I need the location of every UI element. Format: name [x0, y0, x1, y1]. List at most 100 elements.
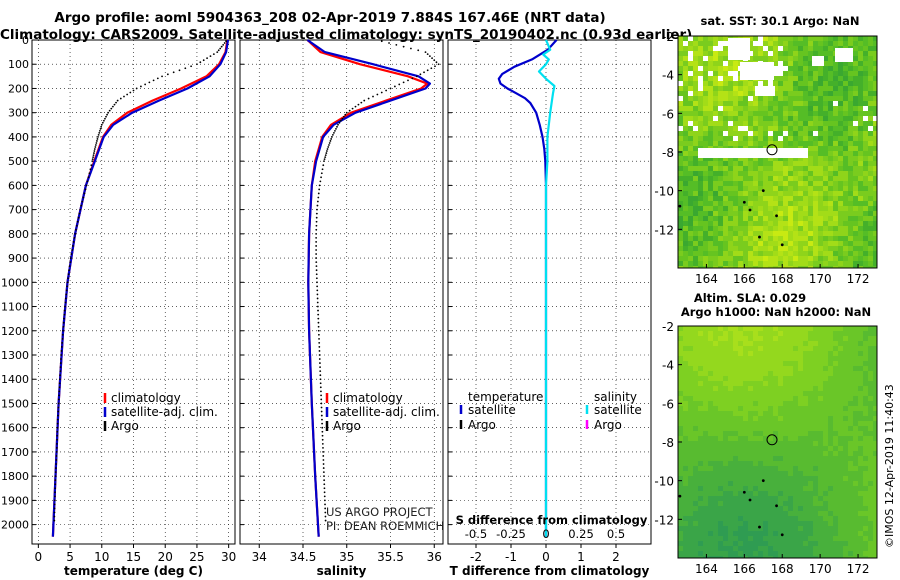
- sla_map-cell: [708, 431, 713, 436]
- sla_map-cell: [813, 471, 818, 476]
- sla_map-cell: [793, 461, 798, 466]
- sla_map-cell: [758, 451, 763, 456]
- sla_map-cell: [838, 516, 843, 521]
- sst_map-cell: [823, 136, 828, 141]
- sst_map-cell: [783, 171, 788, 176]
- sst_map-cell: [783, 241, 788, 246]
- sst_map-cell: [838, 161, 843, 166]
- sla_map-cell: [688, 361, 693, 366]
- temperature-argo-point: [70, 253, 73, 255]
- sla_map-cell: [763, 426, 768, 431]
- sst_map-cell: [753, 156, 758, 161]
- sla_map-cell: [823, 426, 828, 431]
- sst_map-cell: [848, 196, 853, 201]
- sla_map-cell: [748, 386, 753, 391]
- sla_map-cell: [793, 361, 798, 366]
- sst_map-cell: [863, 231, 868, 236]
- sla_map-cell: [758, 426, 763, 431]
- sst_map-cell: [843, 171, 848, 176]
- sst_map-cell: [808, 216, 813, 221]
- sst_map-cell: [863, 241, 868, 246]
- sla_map-cell: [693, 416, 698, 421]
- sst_map-cell: [693, 256, 698, 261]
- sla_map-cell: [868, 486, 873, 491]
- sst_map-cell: [838, 216, 843, 221]
- sla_map-cell: [793, 341, 798, 346]
- temperature-argo-point: [98, 129, 101, 132]
- sla_map-cell: [768, 366, 773, 371]
- sst_map-cell: [833, 216, 838, 221]
- sla_map-cell: [718, 361, 723, 366]
- sst_map-cell: [763, 231, 768, 236]
- sla_map-cell: [808, 456, 813, 461]
- sla_map-cell: [853, 461, 858, 466]
- sla_map-cell: [688, 456, 693, 461]
- temperature-argo-point: [88, 172, 91, 175]
- sst_map-cell: [853, 81, 858, 86]
- sla_map-cell: [718, 326, 723, 331]
- sst_map-cell: [723, 91, 728, 96]
- sst_map-cell: [758, 101, 763, 106]
- sla_map-cell: [703, 426, 708, 431]
- sla_map-cell: [773, 336, 778, 341]
- sst_map-cell: [853, 76, 858, 81]
- sst_map-cell: [818, 226, 823, 231]
- sla_map-cell: [733, 461, 738, 466]
- depth-tick-label: 1500: [1, 397, 29, 410]
- sst_map-cell: [773, 256, 778, 261]
- sst_map-cell: [738, 141, 743, 146]
- sla_map-cell: [763, 391, 768, 396]
- sst_map-cell: [728, 211, 733, 216]
- sst_map-cell: [728, 161, 733, 166]
- salinity-argo-point: [324, 154, 327, 156]
- sla_map-cell: [698, 411, 703, 416]
- sst_map-cell: [808, 251, 813, 256]
- sst_map-cell: [758, 261, 763, 266]
- sla_map-cell: [833, 536, 838, 541]
- sst_map-cell: [743, 91, 748, 96]
- sst_map-cell: [693, 81, 698, 86]
- sst_map-cell: [703, 211, 708, 216]
- sst_map-cell: [853, 231, 858, 236]
- sst_map-cell: [783, 81, 788, 86]
- sst_map-cell: [698, 131, 703, 136]
- salinity-argo-point: [433, 59, 436, 62]
- sla_map-cell: [693, 451, 698, 456]
- sla_map-cell: [793, 451, 798, 456]
- sst_map-cell: [718, 266, 723, 268]
- sst_map-cell: [738, 86, 743, 91]
- sla_map-cell: [758, 326, 763, 331]
- sla_map-cell: [853, 431, 858, 436]
- sst_map-cell: [813, 176, 818, 181]
- sla_map-cell: [853, 366, 858, 371]
- sla_map-cell: [803, 331, 808, 336]
- sla_map-cell: [748, 416, 753, 421]
- sst_map-cell: [768, 156, 773, 161]
- sla_map-cell: [863, 476, 868, 481]
- sla_map-cell: [728, 501, 733, 506]
- sst_map-cell: [863, 36, 868, 41]
- sst_map-cell: [858, 66, 863, 71]
- sla_map-cell: [698, 451, 703, 456]
- sla_map-cell: [693, 521, 698, 526]
- sla_map-cell: [778, 381, 783, 386]
- sla_map-cell: [723, 556, 728, 558]
- temperature-argo-point: [72, 241, 75, 243]
- sst_map-cell: [683, 196, 688, 201]
- temperature-argo-point: [100, 125, 103, 128]
- sst_map-cell: [733, 81, 738, 86]
- sst_map-cell: [718, 161, 723, 166]
- sla_map-cell: [818, 376, 823, 381]
- sla_map-cell: [838, 336, 843, 341]
- sla_map-cell: [853, 396, 858, 401]
- sst_map-cell: [773, 221, 778, 226]
- sst_map-cell: [788, 181, 793, 186]
- sst_map-cell: [723, 166, 728, 171]
- sst_map-cell: [763, 136, 768, 141]
- sla_map-cell: [858, 326, 863, 331]
- sla_map-cell: [863, 486, 868, 491]
- sst_map-cell: [678, 146, 683, 151]
- sla_map-cell: [738, 421, 743, 426]
- sst_map-cell: [783, 216, 788, 221]
- sst_map-cell: [808, 261, 813, 266]
